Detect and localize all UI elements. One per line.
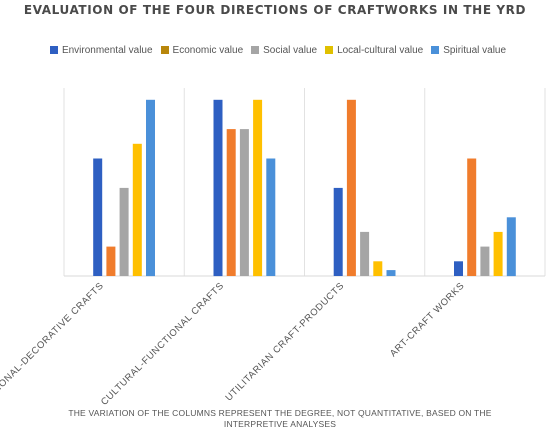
chart-footnote: THE VARIATION OF THE COLUMNS REPRESENT T… [68, 408, 492, 429]
bar-social-value-2 [239, 129, 249, 276]
x-tick-label: TRADITIONAL-DECORATIVE CRAFTS [0, 280, 106, 419]
x-tick-label: UTILITARIAN CRAFT-PRODUCTS [223, 280, 346, 403]
legend-swatch [160, 46, 169, 54]
bar-environmental-value-2 [213, 99, 223, 277]
bar-economic-value-2 [226, 129, 236, 276]
bar-spiritual-value-4 [506, 217, 516, 277]
legend-item-social: Social value [251, 45, 317, 56]
bar-spiritual-value-3 [386, 270, 396, 276]
legend-swatch [251, 46, 260, 54]
legend-label: Social value [263, 44, 318, 56]
chart-title: EVALUATION OF THE FOUR DIRECTIONS OF CRA… [23, 3, 527, 17]
legend-label: Spiritual value [443, 44, 507, 56]
x-tick-label: ART-CRAFT WORKS [388, 280, 467, 359]
x-tick-label: CULTURAL-FUNCTIONAL CRAFTS [99, 280, 226, 407]
bar-environmental-value-1 [93, 158, 103, 276]
legend-label: Economic value [172, 44, 244, 56]
bar-local-cultural-value-4 [493, 231, 503, 276]
chart-legend: Environmental value Economic value Socia… [18, 42, 538, 58]
legend-item-economic: Economic value [160, 44, 244, 56]
bar-spiritual-value-1 [146, 99, 155, 277]
bar-economic-value-1 [106, 246, 116, 276]
bar-economic-value-3 [346, 99, 356, 277]
legend-label: Local-cultural value [337, 44, 424, 56]
legend-item-spiritual: Spiritual value [431, 45, 506, 56]
legend-label: Environmental value [61, 44, 153, 56]
legend-swatch [431, 46, 440, 54]
bar-social-value-1 [119, 187, 129, 276]
bar-local-cultural-value-2 [253, 99, 263, 277]
bar-social-value-4 [480, 246, 490, 276]
bar-environmental-value-3 [333, 187, 343, 276]
bar-local-cultural-value-1 [132, 143, 142, 276]
bar-social-value-3 [360, 231, 370, 276]
bar-local-cultural-value-3 [373, 261, 383, 276]
bar-economic-value-4 [467, 158, 477, 276]
legend-swatch [325, 46, 334, 54]
bar-spiritual-value-2 [266, 158, 276, 276]
legend-item-local-cultural: Local-cultural value [325, 45, 423, 56]
bar-environmental-value-4 [454, 261, 463, 276]
legend-item-environmental: Environmental value [49, 44, 153, 56]
legend-swatch [49, 46, 58, 54]
